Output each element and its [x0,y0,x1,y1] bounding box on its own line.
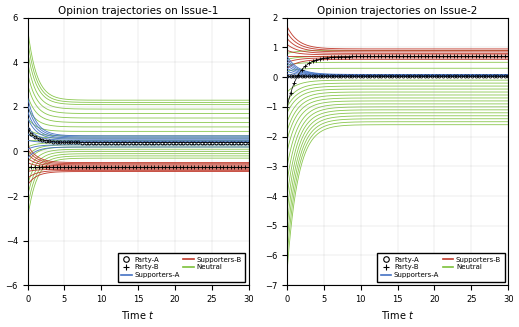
Legend: Party-A, Party-B, Supporters-A, Supporters-B, Neutral: Party-A, Party-B, Supporters-A, Supporte… [377,253,504,282]
Title: Opinion trajectories on Issue-2: Opinion trajectories on Issue-2 [318,6,478,16]
Title: Opinion trajectories on Issue-1: Opinion trajectories on Issue-1 [58,6,218,16]
Legend: Party-A, Party-B, Supporters-A, Supporters-B, Neutral: Party-A, Party-B, Supporters-A, Supporte… [118,253,245,282]
X-axis label: Time $t$: Time $t$ [121,309,155,321]
X-axis label: Time $t$: Time $t$ [381,309,414,321]
